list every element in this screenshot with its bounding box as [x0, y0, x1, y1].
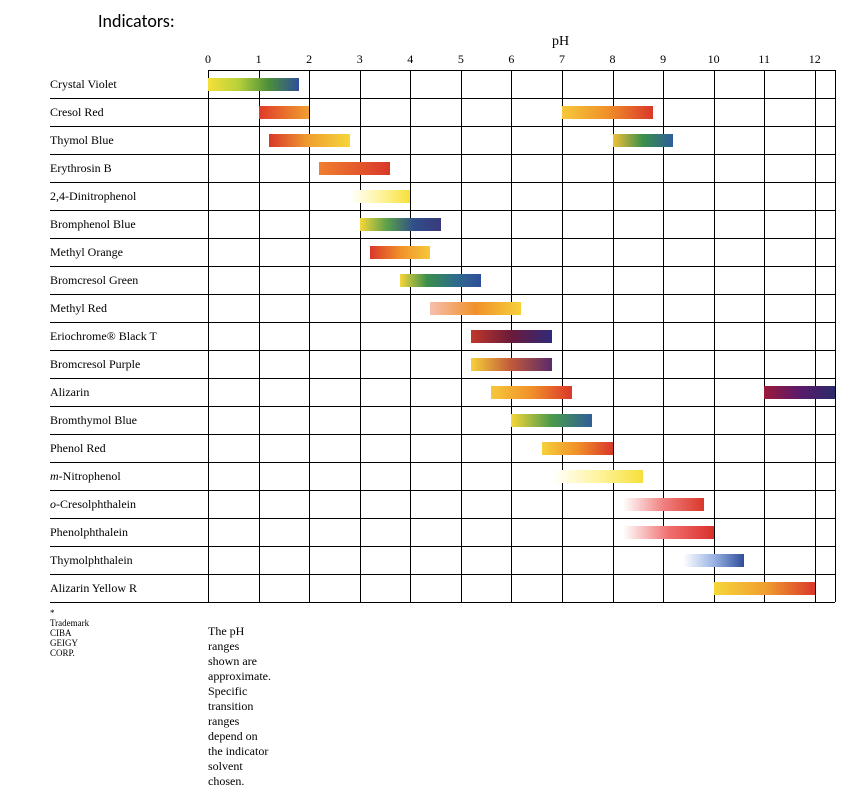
x-tick-label: 1 [256, 52, 262, 67]
indicator-label: Cresol Red [50, 105, 104, 120]
x-tick-label: 12 [809, 52, 821, 67]
row-divider [50, 350, 835, 351]
indicator-range-band [623, 526, 714, 539]
gridline-vertical [461, 70, 462, 602]
row-divider [50, 490, 835, 491]
gridline-vertical [309, 70, 310, 602]
indicator-label: Phenol Red [50, 441, 106, 456]
x-tick-label: 6 [508, 52, 514, 67]
gridline-vertical [815, 70, 816, 602]
gridline-vertical [764, 70, 765, 602]
page: Indicators: 0123456789101112pHCrystal Vi… [0, 0, 852, 680]
gridline-vertical [259, 70, 260, 602]
row-divider [50, 406, 835, 407]
indicator-range-band [562, 106, 653, 119]
x-tick-label: 11 [758, 52, 770, 67]
row-divider [50, 266, 835, 267]
indicator-label: Alizarin [50, 385, 89, 400]
row-divider [50, 378, 835, 379]
indicator-range-band [370, 246, 431, 259]
row-divider [50, 434, 835, 435]
indicator-label: Crystal Violet [50, 77, 117, 92]
x-tick-label: 5 [458, 52, 464, 67]
indicator-range-band [714, 582, 815, 595]
row-divider [50, 602, 835, 603]
indicator-label: Bromphenol Blue [50, 217, 136, 232]
indicator-range-band [623, 498, 704, 511]
indicator-range-band [491, 386, 572, 399]
indicator-label: Bromcresol Purple [50, 357, 140, 372]
x-tick-label: 4 [407, 52, 413, 67]
indicator-range-band [471, 358, 552, 371]
indicator-label: o-Cresolphthalein [50, 497, 136, 512]
indicator-label: Methyl Red [50, 301, 107, 316]
gridline-vertical [208, 70, 209, 602]
row-divider [50, 182, 835, 183]
indicator-range-band [471, 330, 552, 343]
indicator-range-band [269, 134, 350, 147]
indicator-range-band [511, 414, 592, 427]
gridline-vertical [663, 70, 664, 602]
x-axis-title: pH [552, 34, 569, 50]
indicator-label: Erythrosin B [50, 161, 112, 176]
row-divider [50, 238, 835, 239]
row-divider [50, 546, 835, 547]
indicator-range-band [552, 470, 643, 483]
indicator-label: Methyl Orange [50, 245, 123, 260]
indicator-range-band [259, 106, 310, 119]
indicator-label: Bromthymol Blue [50, 413, 137, 428]
row-divider [50, 462, 835, 463]
gridline-vertical [562, 70, 563, 602]
gridline-vertical [613, 70, 614, 602]
indicator-label: Thymol Blue [50, 133, 114, 148]
row-divider [208, 70, 835, 71]
row-divider [50, 154, 835, 155]
indicator-range-band [208, 78, 299, 91]
x-tick-label: 10 [708, 52, 720, 67]
x-tick-label: 7 [559, 52, 565, 67]
indicator-range-band [764, 386, 835, 399]
row-divider [50, 294, 835, 295]
gridline-vertical [360, 70, 361, 602]
x-tick-label: 8 [610, 52, 616, 67]
row-divider [50, 322, 835, 323]
indicator-range-band [683, 554, 744, 567]
indicator-range-band [350, 190, 411, 203]
row-divider [50, 210, 835, 211]
row-divider [50, 518, 835, 519]
x-tick-label: 0 [205, 52, 211, 67]
x-tick-label: 3 [357, 52, 363, 67]
trademark-footnote: * Trademark CIBA GEIGY CORP. [50, 608, 89, 658]
plot-right-border [835, 70, 836, 602]
indicator-label: Thymolphthalein [50, 553, 133, 568]
gridline-vertical [410, 70, 411, 602]
indicator-range-band [400, 274, 481, 287]
indicator-label: Phenolphthalein [50, 525, 128, 540]
row-divider [50, 126, 835, 127]
indicator-range-band [542, 442, 613, 455]
indicator-label: Alizarin Yellow R [50, 581, 137, 596]
page-title: Indicators: [98, 10, 175, 32]
gridline-vertical [714, 70, 715, 602]
indicator-range-band [319, 162, 390, 175]
indicator-label: m-Nitrophenol [50, 469, 121, 484]
indicator-range-band [613, 134, 674, 147]
chart-caption: The pH ranges shown are approximate. Spe… [208, 624, 271, 789]
indicator-label: Eriochrome® Black T [50, 329, 157, 344]
indicator-range-band [360, 218, 441, 231]
x-tick-label: 9 [660, 52, 666, 67]
row-divider [50, 98, 835, 99]
indicator-label: 2,4-Dinitrophenol [50, 189, 136, 204]
row-divider [50, 574, 835, 575]
indicator-range-band [430, 302, 521, 315]
x-tick-label: 2 [306, 52, 312, 67]
indicator-label: Bromcresol Green [50, 273, 138, 288]
